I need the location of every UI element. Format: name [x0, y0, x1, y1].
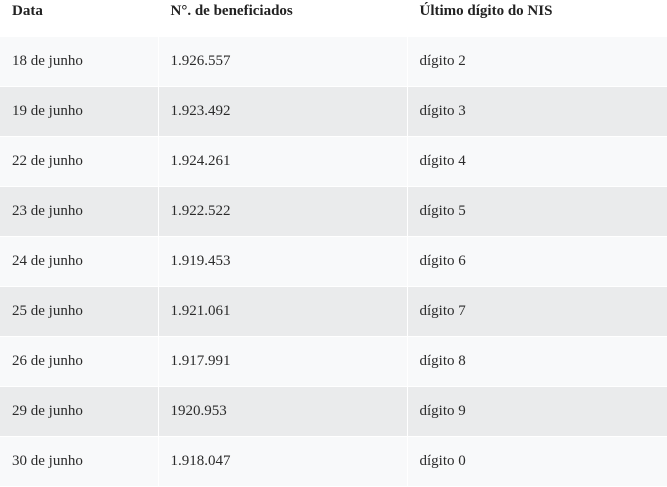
table-cell: dígito 0: [407, 436, 667, 487]
table-body: 18 de junho 1.926.557 dígito 2 19 de junho 1…: [0, 36, 667, 487]
table-row: 19 de junho 1.923.492 dígito 3: [0, 86, 667, 137]
table-cell: 22 de junho: [0, 136, 159, 187]
header-row: Data N°. de beneficiados Último dígito do …: [0, 0, 667, 37]
table-cell: dígito 7: [407, 286, 667, 337]
table-cell: 1.919.453: [158, 236, 408, 287]
table-cell: dígito 3: [407, 86, 667, 137]
table-row: 29 de junho 1920.953 dígito 9: [0, 386, 667, 437]
table-cell: 23 de junho: [0, 186, 159, 237]
table-cell: dígito 9: [407, 386, 667, 437]
table-cell: 24 de junho: [0, 236, 159, 287]
table-row: 26 de junho 1.917.991 dígito 8: [0, 336, 667, 387]
table-cell: 1920.953: [158, 386, 408, 437]
table-cell: 1.926.557: [158, 36, 408, 87]
header-cell: Data: [0, 0, 159, 37]
table-cell: dígito 6: [407, 236, 667, 287]
table-cell: dígito 5: [407, 186, 667, 237]
table-cell: dígito 2: [407, 36, 667, 87]
table-cell: 1.918.047: [158, 436, 408, 487]
table-row: 23 de junho 1.922.522 dígito 5: [0, 186, 667, 237]
table-row: 18 de junho 1.926.557 dígito 2: [0, 36, 667, 87]
table-cell: 1.924.261: [158, 136, 408, 187]
table-cell: dígito 8: [407, 336, 667, 387]
table-cell: 25 de junho: [0, 286, 159, 337]
table-cell: 1.922.522: [158, 186, 408, 237]
table-cell: 18 de junho: [0, 36, 159, 87]
table-row: 22 de junho 1.924.261 dígito 4: [0, 136, 667, 187]
table-cell: 26 de junho: [0, 336, 159, 387]
table-row: 25 de junho 1.921.061 dígito 7: [0, 286, 667, 337]
header-cell: Último dígito do NIS: [407, 0, 667, 37]
table-cell: 1.917.991: [158, 336, 408, 387]
table-cell: 1.923.492: [158, 86, 408, 137]
table-cell: 1.921.061: [158, 286, 408, 337]
header-cell: N°. de beneficiados: [158, 0, 408, 37]
table-cell: 19 de junho: [0, 86, 159, 137]
table-row: 24 de junho 1.919.453 dígito 6: [0, 236, 667, 287]
table-cell: 29 de junho: [0, 386, 159, 437]
table-row: 30 de junho 1.918.047 dígito 0: [0, 436, 667, 487]
table-cell: 30 de junho: [0, 436, 159, 487]
table-cell: dígito 4: [407, 136, 667, 187]
